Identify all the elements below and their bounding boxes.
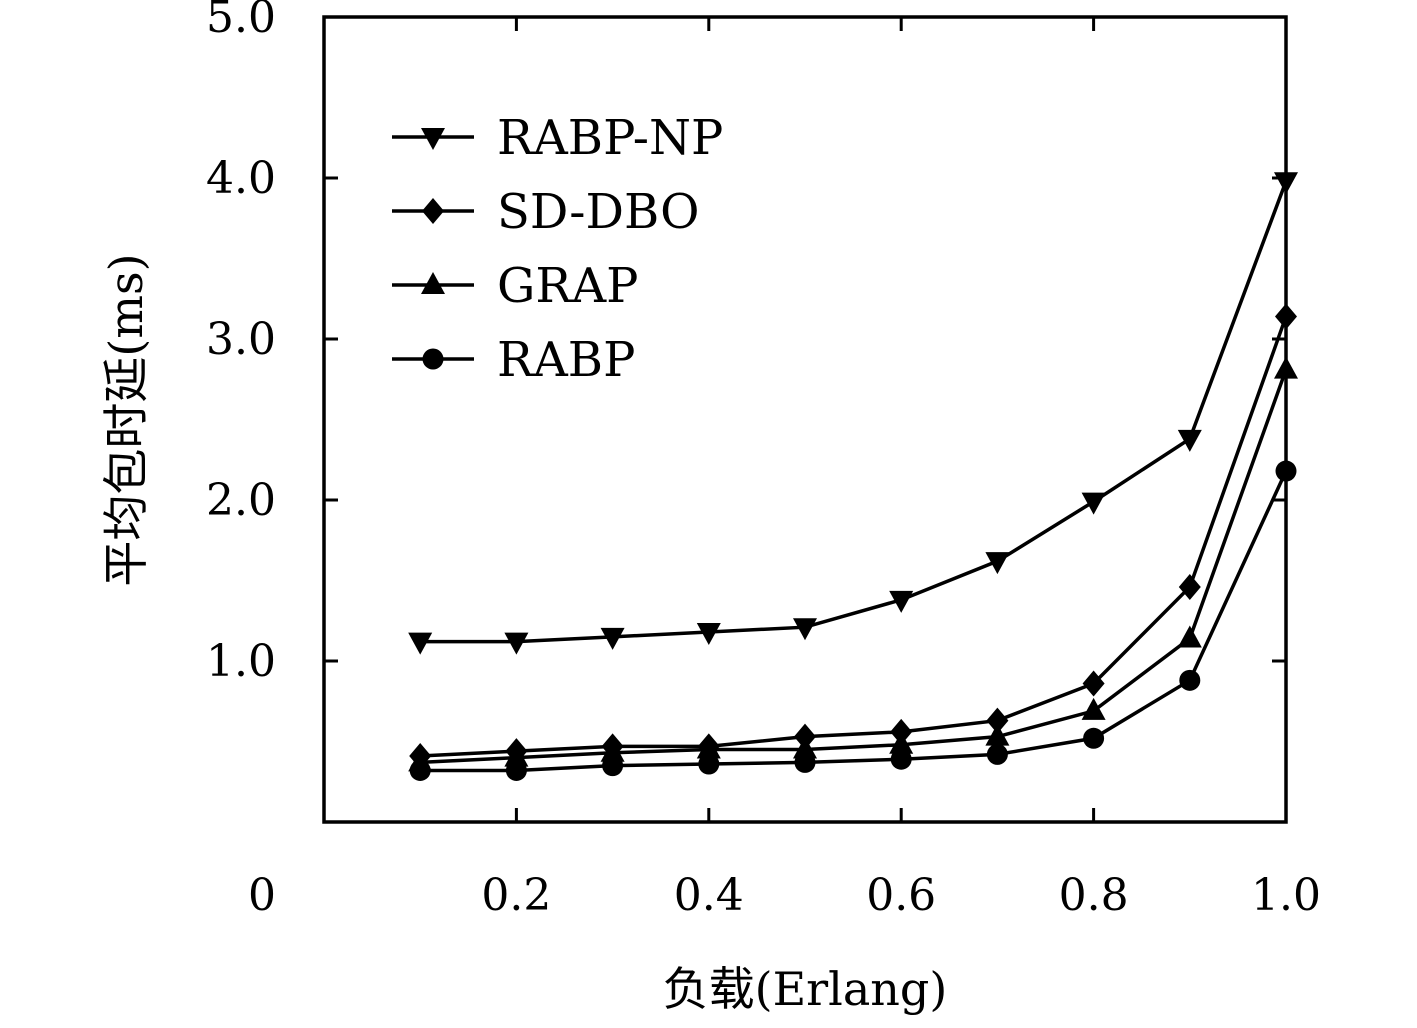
legend-entry-rabp: RABP bbox=[392, 332, 635, 388]
series-line-rabp-np bbox=[420, 180, 1288, 644]
point-grap-6 bbox=[985, 723, 1010, 746]
y-tick-label-2-0: 2.0 bbox=[206, 475, 276, 526]
point-rabp-np-4 bbox=[793, 618, 817, 641]
legend-label-rabp: RABP bbox=[497, 332, 635, 388]
series-grap bbox=[408, 356, 1298, 772]
y-tick-label-3-0: 3.0 bbox=[206, 314, 276, 365]
series-layer bbox=[408, 172, 1298, 781]
y-tick-label-1-0: 1.0 bbox=[206, 636, 276, 687]
series-line-grap bbox=[420, 369, 1288, 765]
point-sd-dbo-7 bbox=[1082, 670, 1105, 697]
point-rabp-9 bbox=[1275, 460, 1297, 482]
point-grap-3 bbox=[696, 736, 721, 759]
point-rabp-2 bbox=[602, 755, 624, 777]
x-tick-label-1-0: 1.0 bbox=[1251, 870, 1321, 921]
legend-entry-sd-dbo: SD-DBO bbox=[392, 184, 699, 240]
y-tick-label-4-0: 4.0 bbox=[206, 153, 276, 204]
series-rabp bbox=[409, 460, 1297, 781]
series-line-rabp bbox=[420, 470, 1288, 773]
point-rabp-7 bbox=[1083, 727, 1105, 749]
point-rabp-1 bbox=[505, 759, 527, 781]
legend-marker-rabp bbox=[422, 348, 444, 370]
series-line-sd-dbo bbox=[420, 315, 1288, 758]
point-grap-7 bbox=[1081, 697, 1106, 720]
point-grap-4 bbox=[793, 736, 817, 759]
point-rabp-np-8 bbox=[1177, 429, 1202, 452]
point-rabp-np-6 bbox=[985, 552, 1010, 575]
point-rabp-np-0 bbox=[408, 632, 433, 655]
point-grap-2 bbox=[600, 739, 625, 762]
point-rabp-3 bbox=[698, 753, 720, 775]
y-tick-label-5-0: 5.0 bbox=[206, 0, 276, 43]
x-tick-label-0-2: 0.2 bbox=[481, 870, 551, 921]
point-rabp-np-5 bbox=[889, 590, 914, 613]
point-grap-8 bbox=[1177, 625, 1202, 648]
x-tick-label-0-4: 0.4 bbox=[674, 870, 744, 921]
legend: RABP-NP SD-DBO GRAP RABP bbox=[392, 110, 723, 388]
point-sd-dbo-6 bbox=[986, 707, 1009, 734]
legend-marker-sd-dbo bbox=[422, 198, 444, 224]
x-axis-title: 负载(Erlang) bbox=[663, 962, 948, 1016]
legend-label-rabp-np: RABP-NP bbox=[497, 110, 723, 166]
y-axis-title: 平均包时延(ms) bbox=[99, 253, 153, 586]
legend-label-sd-dbo: SD-DBO bbox=[497, 184, 699, 240]
series-rabp-np bbox=[408, 172, 1298, 655]
point-rabp-np-9 bbox=[1274, 172, 1298, 195]
point-rabp-0 bbox=[409, 759, 431, 781]
axis-tick-labels: 0.2 0.4 0.6 0.8 1.0 1.0 2.0 3.0 4.0 5.0 bbox=[206, 0, 1321, 921]
point-rabp-np-1 bbox=[504, 632, 529, 655]
point-rabp-4 bbox=[794, 751, 816, 773]
point-rabp-np-3 bbox=[696, 623, 721, 646]
legend-entry-rabp-np: RABP-NP bbox=[392, 110, 723, 166]
point-grap-9 bbox=[1274, 356, 1298, 379]
point-rabp-5 bbox=[890, 748, 912, 770]
point-sd-dbo-9 bbox=[1275, 303, 1297, 330]
x-tick-label-0-8: 0.8 bbox=[1059, 870, 1129, 921]
plot-frame bbox=[322, 15, 1288, 824]
axis-ticks bbox=[324, 15, 1288, 822]
legend-entry-grap: GRAP bbox=[392, 258, 638, 314]
origin-tick-label: 0 bbox=[248, 870, 276, 921]
x-tick-label-0-6: 0.6 bbox=[866, 870, 936, 921]
point-rabp-np-7 bbox=[1081, 492, 1106, 515]
point-sd-dbo-8 bbox=[1178, 573, 1201, 600]
legend-label-grap: GRAP bbox=[497, 258, 638, 314]
point-rabp-np-2 bbox=[600, 627, 625, 650]
legend-marker-rabp-np bbox=[421, 128, 445, 150]
point-rabp-6 bbox=[986, 743, 1008, 765]
legend-marker-grap bbox=[421, 272, 445, 294]
point-rabp-8 bbox=[1179, 669, 1201, 691]
point-grap-1 bbox=[504, 744, 529, 767]
point-grap-5 bbox=[889, 731, 914, 754]
